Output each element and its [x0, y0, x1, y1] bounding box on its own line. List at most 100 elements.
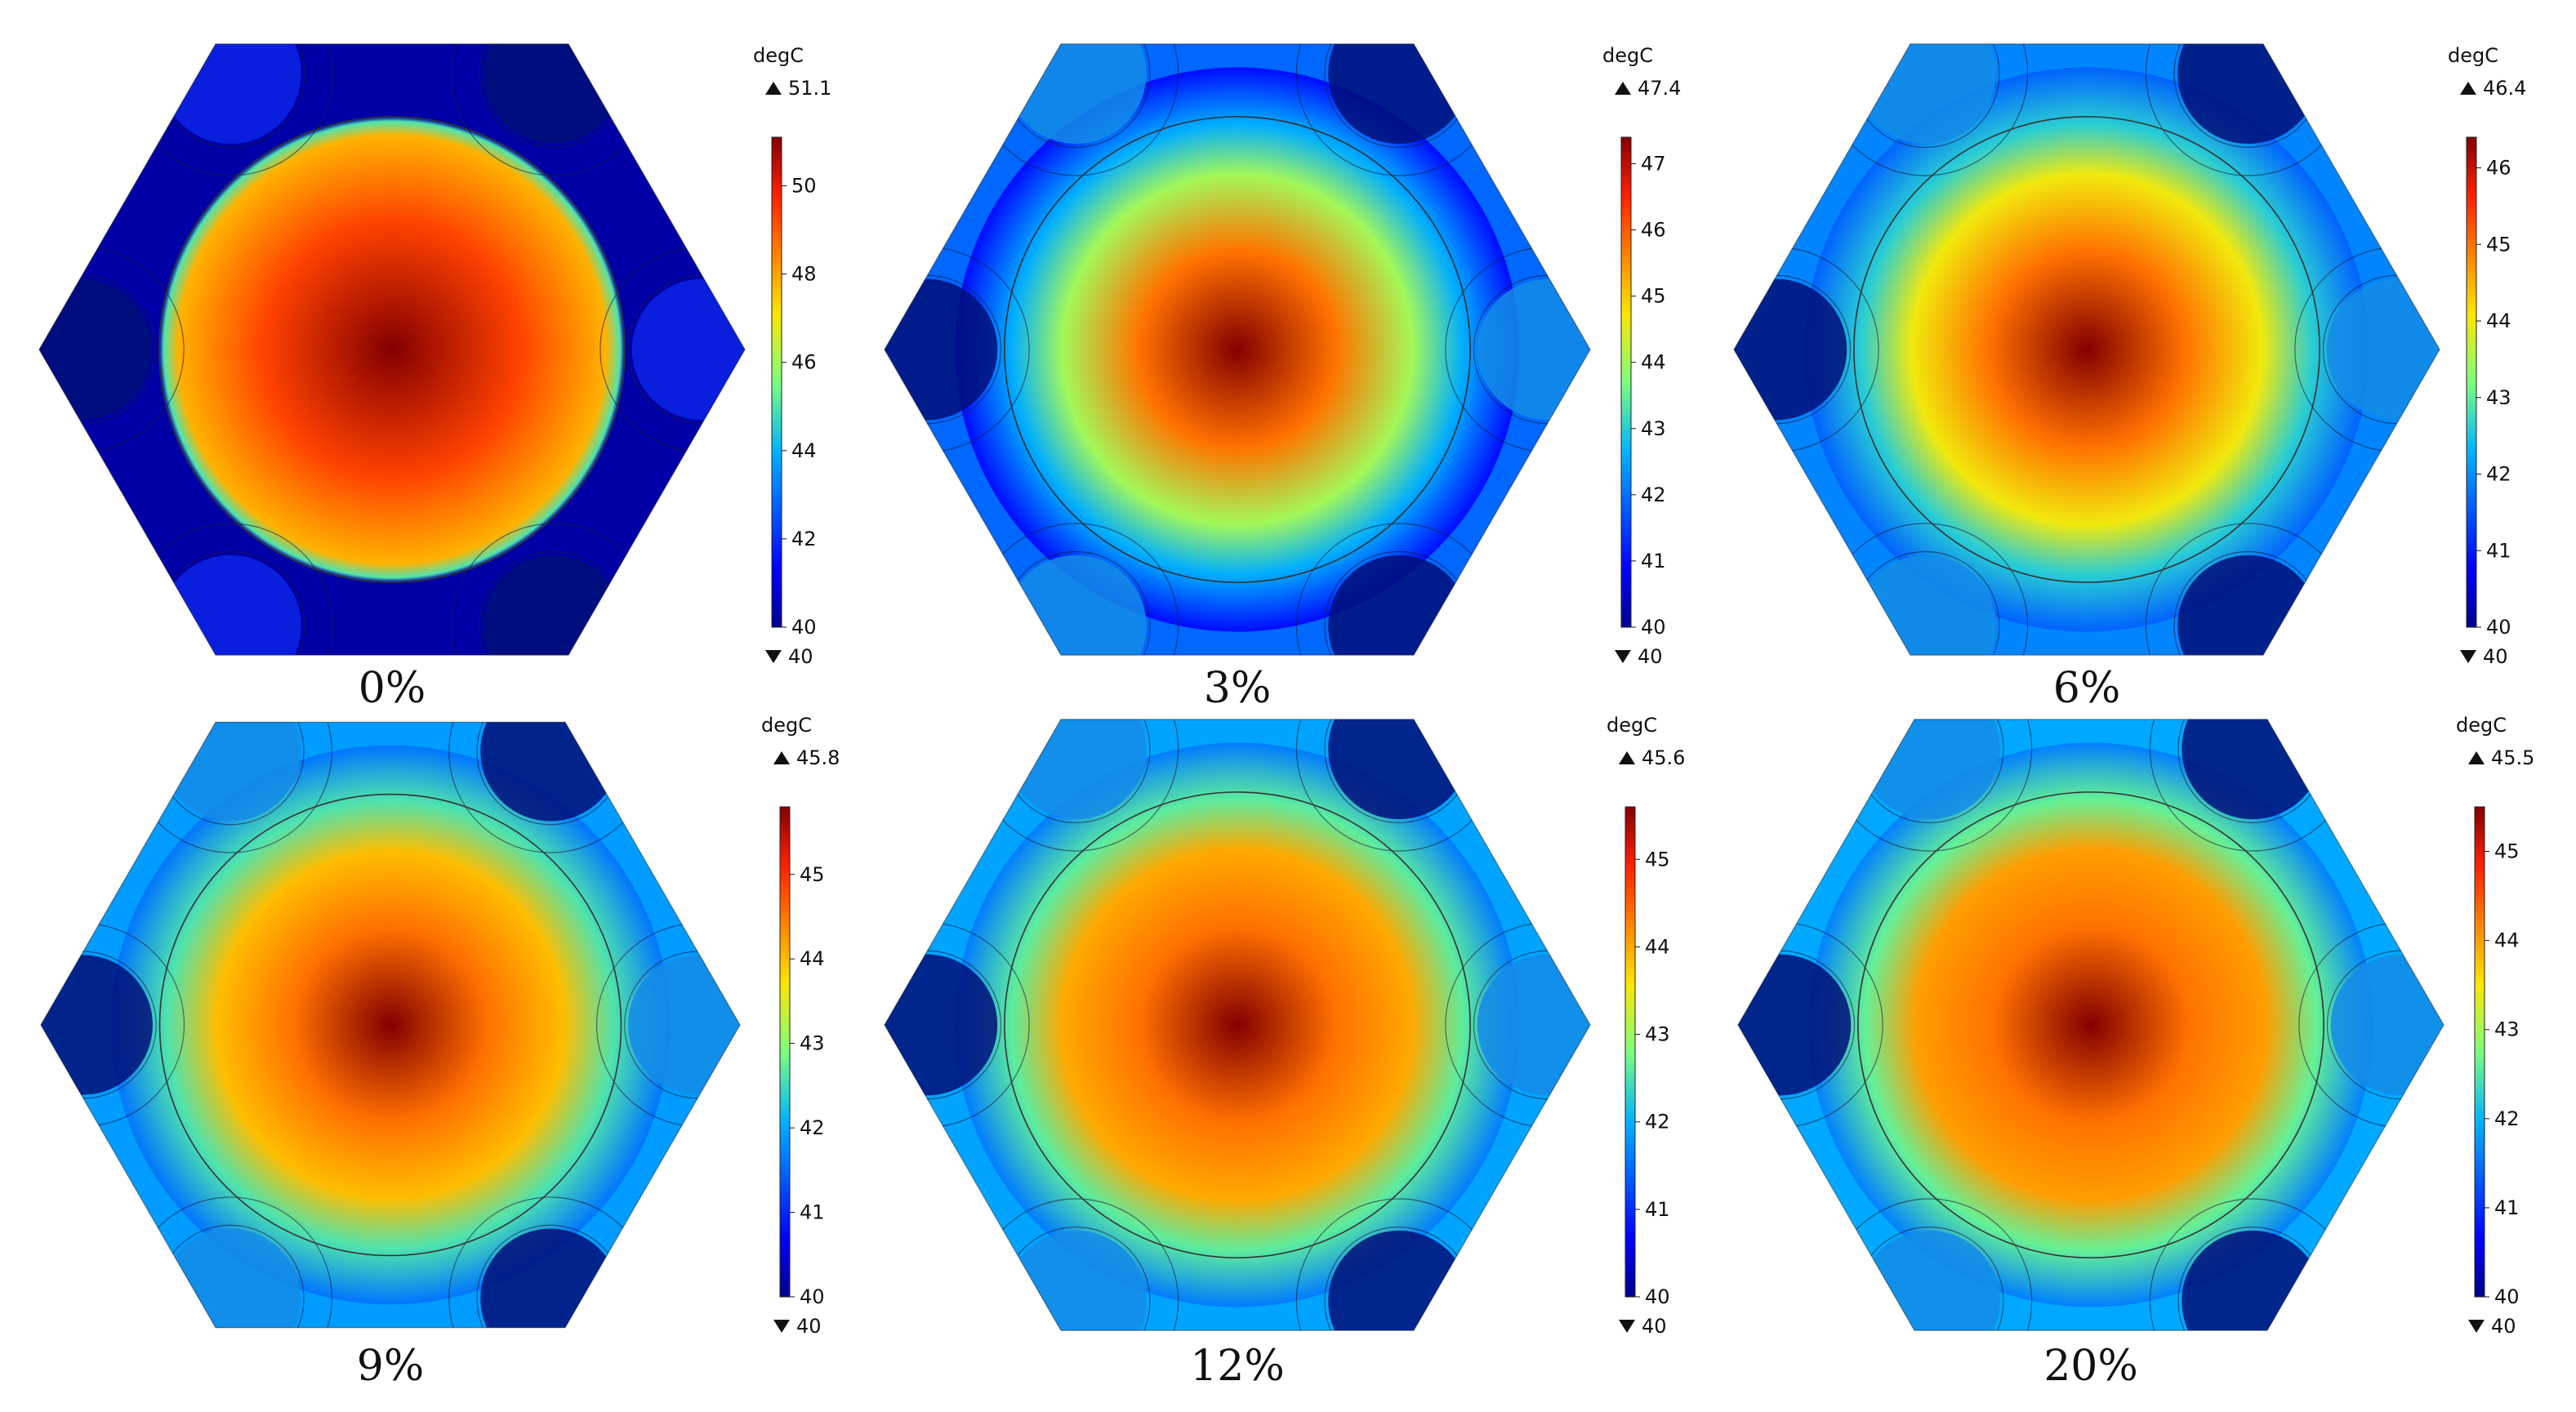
colorbar-max-label: 45.5	[2491, 746, 2534, 769]
min-arrow-icon	[773, 1320, 790, 1333]
colorbar-tick-label: 40	[2494, 1285, 2520, 1308]
min-arrow-icon	[765, 650, 782, 663]
colorbar-tick-label: 41	[800, 1201, 825, 1224]
pipe-region	[1328, 1230, 1470, 1331]
colorbar-tick-label: 40	[2486, 616, 2511, 639]
pipe-region	[2177, 43, 2320, 145]
pipe-region	[2177, 555, 2320, 656]
colorbar-tick-label: 40	[791, 616, 817, 639]
pipe-region	[39, 278, 153, 421]
colorbar-tick-label: 45	[2494, 840, 2520, 863]
colorbar-tick-label: 42	[800, 1116, 825, 1139]
panel-caption: 3%	[1204, 664, 1272, 713]
panel-1: 3% degC 47.4 40 47 46 45 44 43 42 41 40	[884, 43, 1681, 713]
colorbar-unit: degC	[753, 44, 804, 67]
colorbar-tick-label: 42	[1645, 1111, 1670, 1134]
colorbar-tick-label: 48	[791, 263, 817, 286]
colorbar	[2474, 806, 2485, 1298]
colorbar-tick-label: 45	[1645, 848, 1670, 871]
colorbar-tick-label: 43	[2494, 1018, 2520, 1041]
colorbar	[1624, 806, 1636, 1298]
colorbar-min-label: 40	[1642, 1315, 1667, 1338]
colorbar-tick-label: 45	[2486, 233, 2511, 256]
pipe-region	[159, 555, 301, 656]
pipe-region	[480, 1228, 621, 1328]
hexagon-outline	[40, 721, 741, 1329]
hexagon-outline	[884, 43, 1591, 656]
pipe-region	[1477, 954, 1590, 1096]
colorbar-max-label: 47.4	[1638, 77, 1681, 100]
panel-caption: 20%	[2043, 1342, 2138, 1391]
colorbar	[2466, 136, 2477, 628]
colorbar-tick-label: 40	[800, 1285, 825, 1308]
colorbar-tick-label: 50	[791, 174, 817, 197]
max-arrow-icon	[2468, 751, 2485, 764]
colorbar-tick-label: 40	[1645, 1285, 1670, 1308]
panel-5: 20% degC 45.5 40 45 44 43 42 41 40	[1737, 714, 2534, 1391]
colorbar-tick-label: 42	[791, 528, 817, 550]
colorbar-tick-label: 41	[1645, 1198, 1670, 1221]
colorbar-tick-label: 43	[2486, 386, 2511, 409]
pipe-region	[628, 955, 740, 1095]
heat-field	[955, 742, 1520, 1307]
colorbar-min-label: 40	[788, 645, 813, 668]
colorbar-min-label: 40	[1638, 645, 1663, 668]
pipe-region	[1858, 1230, 2000, 1331]
heat-field	[158, 116, 626, 583]
source-boundary	[1857, 791, 2324, 1258]
pipe-region	[2326, 278, 2440, 421]
colorbar-unit: degC	[761, 714, 812, 737]
colorbar-tick-label: 46	[791, 351, 817, 374]
colorbar-unit: degC	[1602, 44, 1653, 67]
source-boundary	[1004, 791, 1471, 1258]
colorbar-max-label: 51.1	[788, 77, 831, 100]
min-arrow-icon	[1619, 1320, 1635, 1333]
colorbar-min-label: 40	[2491, 1315, 2516, 1338]
panel-4: 12% degC 45.6 40 45 44 43 42 41 40	[884, 714, 1685, 1391]
pipe-region	[631, 278, 745, 421]
pipe-region	[1005, 555, 1147, 656]
source-boundary	[158, 793, 622, 1257]
colorbar-tick-label: 44	[2494, 929, 2520, 952]
pipe-region	[160, 1228, 301, 1328]
colorbar-tick-label: 44	[800, 947, 825, 970]
hexagon-outline	[884, 719, 1591, 1331]
colorbar-min-label: 40	[796, 1315, 822, 1338]
pipe-region	[159, 43, 301, 145]
pipe-region	[1738, 954, 1852, 1096]
panel-caption: 6%	[2053, 664, 2121, 713]
colorbar-min-label: 40	[2483, 645, 2508, 668]
pipe-region	[1005, 1230, 1147, 1331]
colorbar-tick-label: 42	[1641, 483, 1666, 506]
colorbar-tick-label: 46	[1641, 219, 1666, 242]
panel-0: 0% degC 51.1 40 50 48 46 44 42 40	[38, 43, 831, 713]
colorbar-tick-label: 42	[2486, 463, 2511, 486]
colorbar	[1620, 136, 1632, 628]
colorbar-unit: degC	[2448, 44, 2498, 67]
source-boundary	[158, 116, 626, 583]
colorbar-max-label: 46.4	[2483, 77, 2526, 100]
heat-field	[955, 67, 1520, 632]
pipe-region	[1734, 278, 1847, 421]
pipe-region	[1005, 43, 1147, 145]
pipe-region	[41, 955, 153, 1095]
hexagon-outline	[1733, 43, 2440, 656]
colorbar-tick-label: 44	[791, 439, 817, 462]
heat-field	[1808, 742, 2373, 1307]
pipe-region	[1328, 43, 1470, 145]
colorbar-tick-label: 40	[1641, 616, 1666, 639]
pipe-region	[480, 722, 621, 822]
min-arrow-icon	[2460, 650, 2476, 663]
colorbar-tick-label: 43	[800, 1032, 825, 1055]
max-arrow-icon	[2460, 82, 2476, 95]
pipe-region	[160, 722, 301, 822]
colorbar-tick-label: 42	[2494, 1107, 2520, 1130]
panel-caption: 9%	[357, 1342, 425, 1391]
colorbar-tick-label: 47	[1641, 152, 1666, 175]
pipe-region	[1858, 719, 2000, 820]
max-arrow-icon	[773, 751, 790, 764]
colorbar-unit: degC	[1607, 714, 1657, 737]
pipe-region	[483, 555, 625, 656]
colorbar	[771, 136, 782, 628]
